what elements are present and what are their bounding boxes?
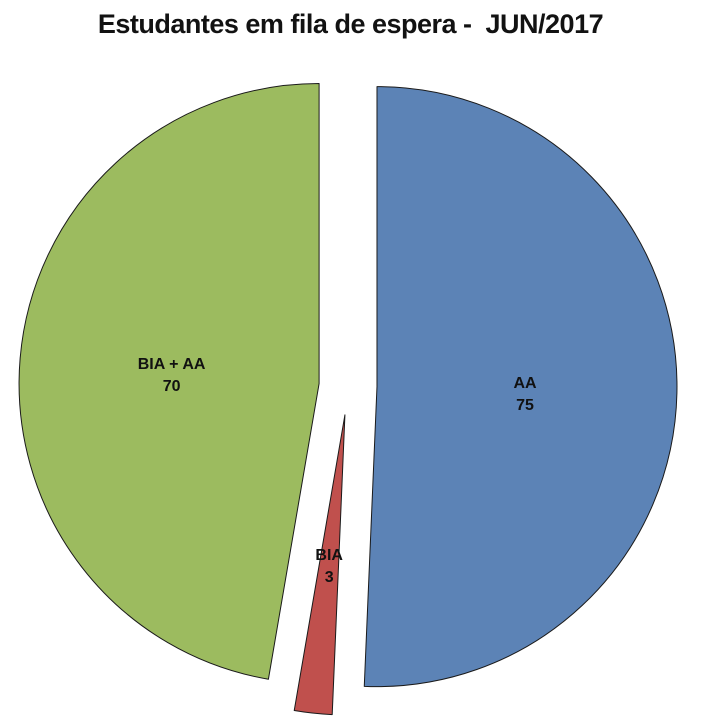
slice-name-label: BIA + AA bbox=[138, 356, 206, 373]
pie-slice-aa bbox=[363, 86, 678, 688]
pie-slice-callout-bia: BIA 3 bbox=[315, 547, 343, 586]
slice-name-label: BIA bbox=[315, 547, 343, 564]
chart-title: Estudantes em fila de espera - JUN/2017 bbox=[97, 9, 604, 39]
pie-slice-bia bbox=[293, 414, 346, 716]
pie-slice-callout-aa: AA 75 bbox=[513, 375, 537, 414]
pie-slice-bia-aa bbox=[18, 83, 320, 680]
pie-slice-callout-bia-aa: BIA + AA 70 bbox=[138, 356, 206, 395]
slice-name-label: AA bbox=[513, 375, 537, 392]
slice-value-label: 3 bbox=[325, 569, 334, 586]
slice-value-label: 70 bbox=[163, 378, 181, 395]
slice-value-label: 75 bbox=[516, 397, 534, 414]
